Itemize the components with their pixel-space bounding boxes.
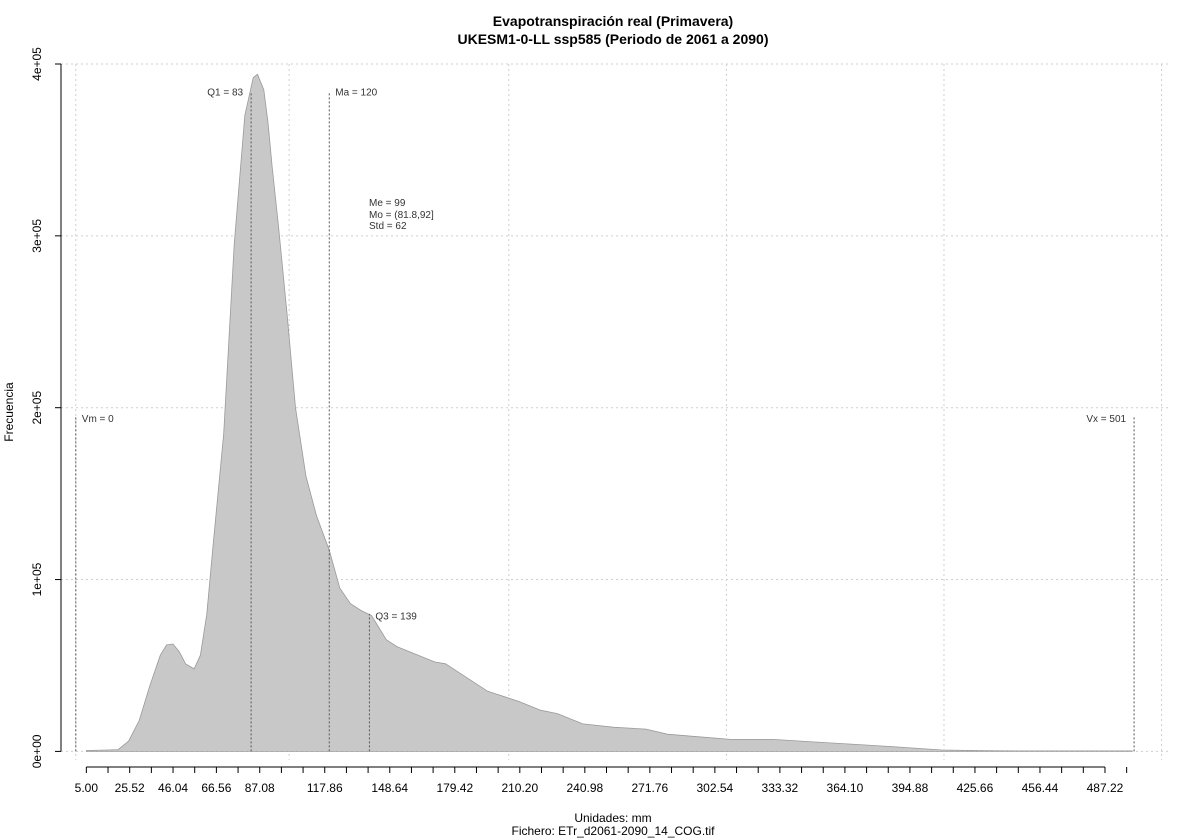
x-tick-label: 210.20 (501, 781, 538, 795)
vline-label-vx: Vx = 501 (1086, 414, 1126, 425)
axes: 0e+00 1e+05 2e+05 3e+05 4e+05 5.00 25.52 46.04 6… (30, 47, 1128, 795)
x-tick-label: 487.22 (1087, 781, 1124, 795)
stat-std: Std = 62 (369, 221, 407, 232)
x-tick-label: 456.44 (1022, 781, 1059, 795)
vline-label-q1: Q1 = 83 (207, 87, 243, 98)
stat-mode: Mo = (81.8,92] (369, 210, 434, 221)
x-tick-label: 333.32 (762, 781, 799, 795)
y-tick-label: 0e+00 (30, 734, 44, 768)
vline-label-q3: Q3 = 139 (375, 612, 417, 623)
x-tick-label: 5.00 (75, 781, 99, 795)
vline-label-ma: Ma = 120 (335, 87, 377, 98)
y-tick-label: 2e+05 (30, 391, 44, 425)
x-tick-label: 302.54 (697, 781, 734, 795)
x-tick-label: 364.10 (827, 781, 864, 795)
x-axis-label: Unidades: mm (574, 811, 651, 825)
x-tick-label: 394.88 (892, 781, 929, 795)
y-tick-label: 1e+05 (30, 562, 44, 596)
statistics-box: Me = 99 Mo = (81.8,92] Std = 62 (369, 198, 434, 232)
x-tick-label: 25.52 (115, 781, 145, 795)
x-tick-label: 87.08 (245, 781, 275, 795)
x-tick-label: 46.04 (158, 781, 188, 795)
y-axis-label: Frecuencia (2, 382, 16, 442)
x-tick-label: 66.56 (201, 781, 231, 795)
file-name: Fichero: ETr_d2061-2090_14_COG.tif (512, 824, 716, 838)
y-tick-label: 3e+05 (30, 219, 44, 253)
x-tick-label: 271.76 (631, 781, 668, 795)
statistic-lines: Vm = 0 Q1 = 83 Ma = 120 Q3 = 139 Vx = 501 (75, 87, 1135, 752)
chart-title: Evapotranspiración real (Primavera) (493, 13, 733, 29)
x-tick-label: 425.66 (957, 781, 994, 795)
density-area (85, 73, 1133, 752)
x-tick-label: 117.86 (307, 781, 343, 795)
data-area-layer (85, 73, 1133, 752)
stat-mean: Me = 99 (369, 198, 406, 209)
vline-label-vm: Vm = 0 (82, 414, 114, 425)
x-tick-label: 240.98 (566, 781, 603, 795)
chart-subtitle: UKESM1-0-LL ssp585 (Periodo de 2061 a 20… (458, 31, 769, 47)
x-tick-label: 148.64 (371, 781, 408, 795)
x-tick-label: 179.42 (436, 781, 473, 795)
y-tick-label: 4e+05 (30, 47, 44, 81)
